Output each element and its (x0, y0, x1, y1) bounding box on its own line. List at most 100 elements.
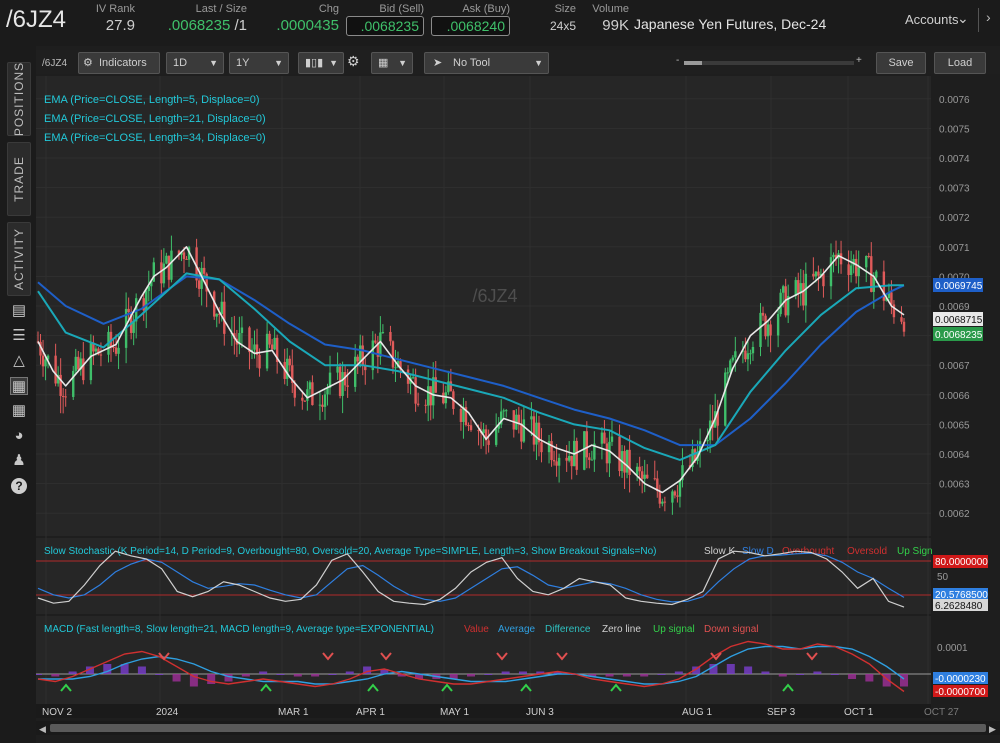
macd-hist-bar (726, 664, 735, 674)
stoch-panel[interactable] (36, 538, 931, 614)
indicators-button[interactable]: ⚙ Indicators (78, 52, 160, 74)
chg-label: Chg (318, 3, 339, 15)
ema34-legend[interactable]: EMA (Price=CLOSE, Length=34, Displace=0) (44, 132, 266, 144)
chart-icon[interactable]: ▦ (10, 377, 28, 395)
date-label: OCT 27 (924, 707, 959, 718)
chart-scrollbar-thumb[interactable] (50, 724, 986, 732)
price-tick-label: 0.0069 (939, 302, 970, 313)
candle-body (371, 340, 375, 371)
chart-type-select[interactable]: ▮▯▮ ▼ (298, 52, 344, 74)
macd-up-signal (260, 683, 272, 692)
candle-body (444, 392, 448, 404)
zoom-slider[interactable] (684, 61, 854, 65)
macd-hist-bar (553, 671, 562, 674)
ema5-legend[interactable]: EMA (Price=CLOSE, Length=5, Displace=0) (44, 94, 260, 106)
zoom-out-button[interactable]: - (676, 55, 680, 66)
load-button[interactable]: Load (934, 52, 986, 74)
gauge-icon[interactable]: ◕ (14, 427, 24, 444)
date-axis (36, 704, 931, 718)
chevron-right-icon[interactable]: › (986, 9, 991, 25)
candle-body (77, 356, 80, 370)
candle-body (56, 374, 60, 384)
symbol-title[interactable]: /6JZ4 (6, 6, 67, 33)
candle-body (769, 324, 772, 336)
candle-body (167, 255, 171, 280)
macd-hist-bar (259, 671, 268, 674)
candle-body (693, 449, 697, 461)
grid-icon[interactable]: ▦ (11, 402, 27, 419)
candle-body (477, 430, 480, 432)
candle-body (517, 414, 521, 424)
candle-body (643, 474, 646, 479)
candle-body (746, 353, 750, 360)
candle-body (857, 267, 860, 277)
candle-body (505, 410, 508, 412)
candle-body (565, 457, 568, 461)
candle-body (180, 252, 183, 255)
zoom-in-button[interactable]: + (856, 55, 862, 66)
scroll-left-icon[interactable]: ◀ (39, 724, 46, 734)
help-icon[interactable]: ? (11, 478, 27, 494)
bid-button[interactable]: .0068235 (346, 16, 424, 36)
candle-body (308, 382, 312, 390)
ema34-badge-text: 0.0069745 (935, 281, 983, 292)
price-tick-label: 0.0075 (939, 124, 970, 135)
candle-body (134, 298, 138, 322)
chart-toolbar: /6JZ4 ⚙ Indicators 1D ▼ 1Y ▼ ▮▯▮ ▼ ⚙ ▦ ▼… (36, 50, 1000, 74)
macd-hist-bar (155, 674, 164, 675)
interval-select[interactable]: 1D ▼ (166, 52, 224, 74)
candle-body (177, 250, 181, 255)
candle-body (494, 428, 498, 445)
candle-body (288, 358, 291, 366)
tab-activity[interactable]: ACTIVITY (7, 222, 31, 296)
accounts-menu[interactable]: Accounts (905, 12, 959, 27)
macd-hist-bar (657, 674, 666, 675)
stoch-title[interactable]: Slow Stochastic (K Period=14, D Period=9… (44, 546, 657, 557)
chart-svg[interactable]: /6JZ4 EMA (Price=CLOSE, Length=5, Displa… (36, 76, 1000, 743)
chevron-down-icon[interactable]: ⌄ (957, 10, 969, 26)
candle-body (885, 297, 888, 301)
chevron-down-icon: ▼ (534, 58, 543, 68)
candle-body (484, 429, 488, 441)
candle-body (72, 370, 75, 397)
chart-area[interactable]: /6JZ4 EMA (Price=CLOSE, Length=5, Displa… (36, 76, 1000, 743)
macd-hist-bar (68, 671, 77, 674)
layout-select[interactable]: ▦ ▼ (371, 52, 413, 74)
range-select[interactable]: 1Y ▼ (229, 52, 289, 74)
candle-body (776, 314, 780, 336)
macd-down-signal (556, 652, 568, 661)
scroll-right-icon[interactable]: ▶ (989, 724, 996, 734)
candle-body (552, 460, 556, 462)
candle-body (583, 431, 586, 470)
candle-body (585, 431, 589, 458)
candle-body (900, 317, 903, 322)
tab-trade[interactable]: TRADE (7, 142, 31, 216)
tab-positions[interactable]: POSITIONS (7, 62, 31, 136)
macd-legend-down: Down signal (704, 624, 758, 635)
price-tick-label: 0.0074 (939, 154, 970, 165)
zoom-slider-thumb[interactable] (684, 61, 702, 65)
chevron-down-icon: ▼ (329, 58, 338, 68)
notes-icon[interactable]: ▤ (11, 302, 27, 319)
candle-body (610, 436, 614, 442)
tool-select[interactable]: ➤ No Tool ▼ (424, 52, 549, 74)
candle-body (41, 355, 45, 367)
settings-gear-icon[interactable]: ⚙ (347, 53, 360, 69)
list-icon[interactable]: ☰ (12, 327, 26, 344)
ask-button[interactable]: .0068240 (431, 16, 510, 36)
macd-title[interactable]: MACD (Fast length=8, Slow length=21, MAC… (44, 624, 434, 635)
macd-panel[interactable] (36, 616, 931, 704)
candle-body (832, 254, 835, 258)
macd-legend-up: Up signal (653, 624, 695, 635)
save-button[interactable]: Save (876, 52, 926, 74)
layout-icon: ▦ (378, 57, 389, 69)
chevron-down-icon: ▼ (274, 58, 283, 68)
candle-body (46, 355, 50, 360)
people-icon[interactable]: ♟ (12, 452, 26, 469)
candle-body (646, 474, 649, 479)
ema21-legend[interactable]: EMA (Price=CLOSE, Length=21, Displace=0) (44, 113, 266, 125)
chart-watermark: /6JZ4 (472, 286, 517, 306)
alert-icon[interactable]: △ (13, 352, 25, 369)
macd-hist-bar (518, 671, 527, 674)
candle-body (238, 333, 241, 345)
